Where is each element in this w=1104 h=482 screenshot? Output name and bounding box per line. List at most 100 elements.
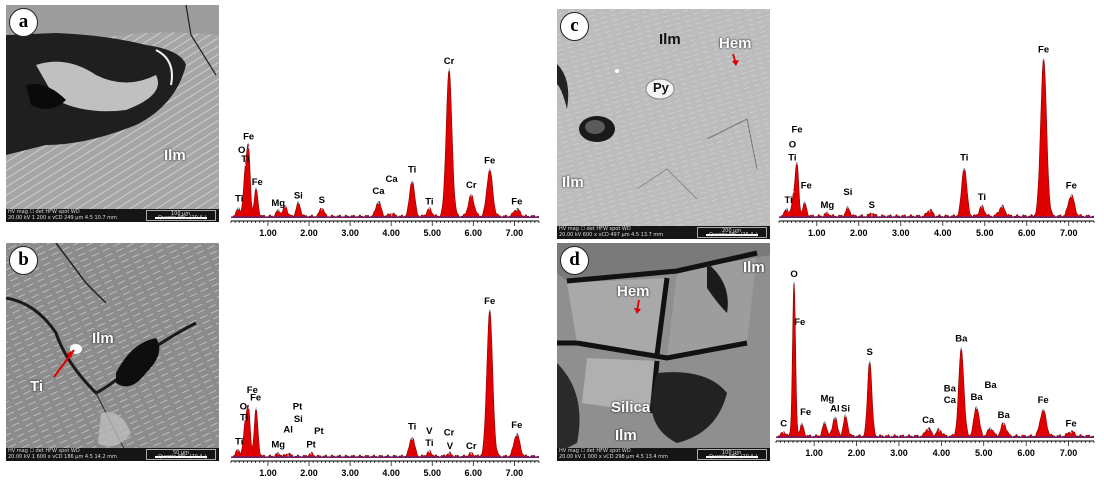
element-label-ba: Ba [998, 410, 1011, 421]
sem-texture-c [557, 9, 770, 239]
sem-bar-row2: 20.00 kV 1 200 x vCD 249 μm 4.5 10.7 mm [8, 215, 117, 221]
scale-bar: 100 μm [697, 449, 767, 460]
eds-spectrum-a: 1.00 2.00 3.00 4.00 5.00 6.00 7.00 O Fe Ti Ti Fe Mg S… [225, 55, 545, 240]
spectrum-area [231, 309, 539, 458]
sem-bar-row2: 20.00 kV 1 000 x vCD 298 μm 4.5 13.4 mm [559, 454, 668, 460]
x-tick-label: 4.00 [934, 228, 952, 238]
element-label-fe: Fe [1066, 418, 1077, 429]
scale-bar: 100 μm [146, 210, 216, 221]
x-tick-label: 4.00 [382, 468, 400, 478]
x-tick-label: 1.00 [805, 448, 823, 458]
element-label-si: Si [294, 414, 303, 425]
element-label-pt: Pt [306, 439, 316, 450]
element-label-ti: Ti [425, 196, 433, 207]
element-label-ba: Ba [955, 334, 968, 345]
x-tick-label: 5.00 [423, 228, 441, 238]
panel-letter: c [560, 12, 589, 41]
instrument-label: Quanta FEG (20 A ) [158, 454, 207, 460]
x-tick-label: 2.00 [848, 448, 866, 458]
mineral-label-ilm: Ilm [92, 330, 114, 347]
element-label-ba: Ba [970, 392, 983, 403]
panel-b: b Ilm Ti HV mag ☐ det HFW spot WD 20.00 … [0, 240, 552, 482]
sem-texture-d [557, 243, 770, 461]
mineral-label-ilm-lower: Ilm [562, 174, 584, 191]
element-label-ti: Ti [788, 153, 796, 164]
element-label-mg: Mg [271, 198, 285, 209]
element-label-ti: Ti [235, 193, 243, 204]
element-label-ba: Ba [984, 380, 997, 391]
sem-bar-row1: HV mag ☐ det HFW spot WD [8, 209, 80, 215]
x-tick-label: 7.00 [1060, 448, 1078, 458]
mineral-label-hem: Hem [719, 35, 752, 52]
instrument-label: Quanta FEG (20 A ) [158, 215, 207, 221]
x-tick-label: 2.00 [300, 468, 318, 478]
x-tick-label: 6.00 [1017, 448, 1035, 458]
eds-spectrum-d: 1.00 2.00 3.00 4.00 5.00 6.00 7.00 O Fe C Fe Mg Al Si… [770, 260, 1100, 460]
x-tick-label: 3.00 [892, 228, 910, 238]
x-tick-label: 7.00 [506, 228, 524, 238]
element-label-fe: Fe [794, 317, 805, 328]
x-tick-label: 4.00 [382, 228, 400, 238]
panel-letter: a [9, 8, 38, 37]
element-label-fe: Fe [484, 156, 495, 167]
sem-data-bar: HV mag ☐ det HFW spot WD 20.00 kV 1 600 … [6, 448, 219, 461]
x-tick-label: 6.00 [1018, 228, 1036, 238]
scale-label: 100 μm [722, 450, 742, 456]
element-label-al: Al [283, 424, 293, 435]
panel-d: d Ilm Hem Silica Ilm HV mag ☐ det HFW sp… [552, 240, 1104, 482]
element-label-ba: Ba [944, 384, 957, 395]
scale-line [706, 456, 758, 458]
x-tick-label: 5.00 [976, 228, 994, 238]
x-tick-label: 2.00 [850, 228, 868, 238]
eds-spectrum-b: 1.00 2.00 3.00 4.00 5.00 6.00 7.00 O Ti Fe Fe Ti Mg A… [225, 295, 545, 480]
element-label-o: O [240, 402, 247, 413]
instrument-label: Quanta FEG (25 A ) [709, 232, 758, 238]
mineral-label-ilm-lower: Ilm [615, 427, 637, 444]
sem-image-d: d Ilm Hem Silica Ilm HV mag ☐ det HFW sp… [557, 243, 770, 461]
sem-texture-a [6, 5, 219, 222]
mineral-label-silica: Silica [611, 399, 651, 416]
x-tick-label: 6.00 [465, 468, 483, 478]
x-tick-label: 3.00 [890, 448, 908, 458]
element-label-fe: Fe [800, 407, 811, 418]
element-label-ti: Ti [240, 412, 248, 423]
x-tick-label: 6.00 [465, 228, 483, 238]
element-label-fe: Fe [243, 131, 254, 142]
element-label-si: Si [841, 403, 850, 414]
x-tick-label: 3.00 [341, 228, 359, 238]
element-label-ti: Ti [978, 192, 986, 203]
x-tick-label: 4.00 [933, 448, 951, 458]
element-label-al: Al [830, 403, 840, 414]
spectrum-area [231, 69, 539, 218]
element-label-ti: Ti [408, 421, 416, 432]
scale-label: 100 μm [171, 211, 191, 217]
scale-bar: 50 μm [146, 449, 216, 460]
element-label-ca: Ca [922, 415, 935, 426]
sem-bar-row1: HV mag ☐ det HFW spot WD [559, 448, 631, 454]
panel-a: a Ilm HV mag ☐ det HFW spot WD 20.00 kV … [0, 0, 552, 240]
mineral-label-ilm: Ilm [164, 147, 186, 164]
element-label-pt: Pt [314, 426, 324, 437]
element-label-cr: Cr [466, 180, 477, 191]
element-label-fe: Fe [511, 196, 522, 207]
x-tick-label: 5.00 [423, 468, 441, 478]
element-label-ca: Ca [385, 174, 398, 185]
scale-bar: 200 μm [697, 227, 767, 238]
element-label-fe: Fe [1038, 395, 1049, 406]
element-label-cr: Cr [466, 441, 477, 452]
x-tick-label: 7.00 [1060, 228, 1078, 238]
element-label-cr: Cr [444, 427, 455, 438]
x-tick-label: 1.00 [808, 228, 826, 238]
mineral-label-hem: Hem [617, 283, 650, 300]
sem-data-bar: HV mag ☐ det HFW spot WD 20.00 kV 600 x … [557, 226, 770, 239]
instrument-label: Quanta FEG (20 A ) [709, 454, 758, 460]
sem-bar-row2: 20.00 kV 600 x vCD 497 μm 4.5 13.7 mm [559, 232, 664, 238]
panel-c: c Ilm Hem Py Ilm HV mag ☐ det HFW spot W… [552, 0, 1104, 240]
element-label-o: O [238, 145, 245, 156]
mineral-label-py: Py [653, 80, 669, 95]
spectrum-line [778, 58, 1095, 218]
panel-letter: d [560, 246, 589, 275]
mineral-label-ilm: Ilm [743, 259, 765, 276]
element-label-pt: Pt [293, 402, 303, 413]
